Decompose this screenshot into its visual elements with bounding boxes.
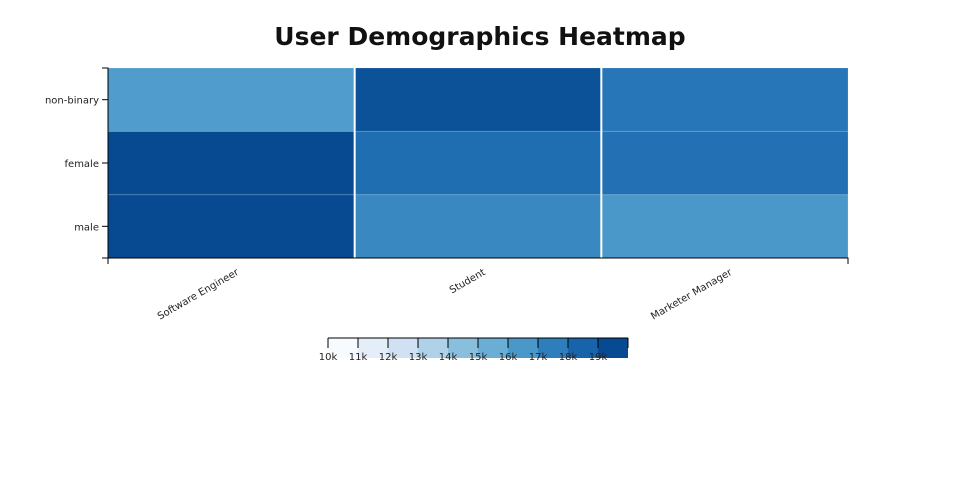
legend-swatch bbox=[598, 338, 628, 358]
legend-swatch bbox=[418, 338, 448, 358]
legend-swatch bbox=[478, 338, 508, 358]
heatmap-cell[interactable]: Marketer Manager, female: 18000 bbox=[600, 130, 849, 196]
heatmap-cell[interactable]: Student, female: 18100 bbox=[354, 130, 602, 196]
x-tick-label: Software Engineer bbox=[156, 267, 242, 323]
legend-swatch bbox=[328, 338, 358, 358]
y-tick-label: male bbox=[74, 222, 99, 233]
legend-tick-label: 14k bbox=[439, 352, 458, 363]
legend-tick-label: 18k bbox=[559, 352, 578, 363]
x-tick-label: Marketer Manager bbox=[649, 267, 735, 323]
legend-swatch bbox=[538, 338, 568, 358]
x-axis bbox=[107, 257, 849, 264]
legend-swatch bbox=[358, 338, 388, 358]
heatmap-cell[interactable]: Software Engineer, male: 19700 bbox=[107, 194, 356, 259]
y-axis bbox=[102, 67, 109, 259]
y-tick-label: non-binary bbox=[45, 96, 99, 107]
heatmap-cell[interactable]: Marketer Manager, non-binary: 17800 bbox=[600, 67, 849, 132]
legend-swatch bbox=[448, 338, 478, 358]
y-tick-label: female bbox=[65, 159, 99, 170]
legend-tick-label: 13k bbox=[409, 352, 428, 363]
legend-tick-label: 17k bbox=[529, 352, 548, 363]
legend-tick-label: 15k bbox=[469, 352, 488, 363]
heatmap-cell[interactable]: Software Engineer, non-binary: 16300 bbox=[107, 67, 356, 132]
heatmap-cell[interactable]: Student, male: 17100 bbox=[354, 194, 602, 259]
legend-tick-label: 16k bbox=[499, 352, 518, 363]
legend-tick-label: 10k bbox=[319, 352, 338, 363]
legend-swatch bbox=[508, 338, 538, 358]
legend-tick-label: 12k bbox=[379, 352, 398, 363]
legend-tick-label: 19k bbox=[589, 352, 608, 363]
heatmap-cell[interactable]: Software Engineer, female: 19800 bbox=[107, 130, 356, 196]
legend-swatch bbox=[568, 338, 598, 358]
x-tick-label: Student bbox=[448, 267, 488, 296]
legend-swatch bbox=[388, 338, 418, 358]
legend-tick-label: 11k bbox=[349, 352, 368, 363]
heatmap-cell[interactable]: Student, non-binary: 19200 bbox=[354, 67, 602, 132]
heatmap-cell[interactable]: Marketer Manager, male: 16500 bbox=[600, 194, 849, 259]
chart-title: User Demographics Heatmap bbox=[274, 22, 686, 51]
